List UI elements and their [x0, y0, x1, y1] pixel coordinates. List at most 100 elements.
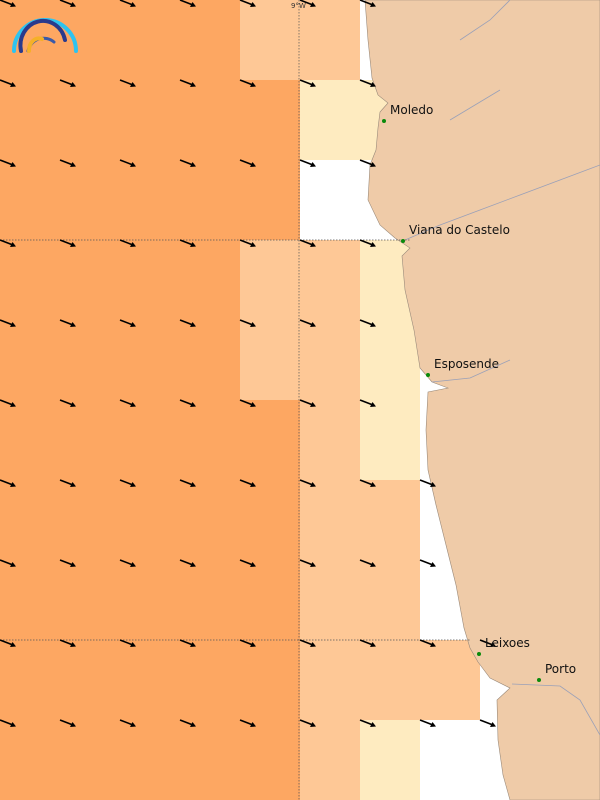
wind-arrow [479, 719, 496, 727]
value-cell [300, 160, 360, 240]
city-dot [477, 652, 481, 656]
wind-arrow [119, 639, 136, 647]
wind-arrow [179, 239, 196, 247]
value-cell [120, 0, 180, 80]
wind-arrow [299, 479, 316, 487]
value-cell [180, 320, 240, 400]
value-cell [60, 560, 120, 640]
wind-arrow [119, 239, 136, 247]
wind-arrow [359, 559, 376, 567]
city-esposende: Esposende [426, 357, 499, 377]
wind-arrow [0, 639, 16, 647]
city-label: Viana do Castelo [409, 223, 510, 237]
grid-lines [0, 0, 470, 800]
value-cell [360, 640, 420, 720]
value-cell [120, 560, 180, 640]
value-cell [240, 320, 300, 400]
value-cell [360, 560, 420, 640]
wind-arrow [299, 239, 316, 247]
value-cell [360, 480, 420, 560]
wind-arrow [59, 0, 76, 7]
wind-arrow [179, 0, 196, 7]
value-cell [0, 480, 60, 560]
wind-arrow [119, 479, 136, 487]
wind-arrow [59, 479, 76, 487]
value-cell [300, 80, 360, 160]
value-cell [240, 640, 300, 720]
wind-arrow [0, 399, 16, 407]
wind-arrow [179, 559, 196, 567]
wind-arrow [59, 319, 76, 327]
wind-arrow [239, 159, 256, 167]
value-cell [300, 560, 360, 640]
value-cell [0, 240, 60, 320]
value-cell [240, 400, 300, 480]
wind-arrow [359, 79, 376, 87]
wind-arrows [0, 0, 496, 727]
value-cell [180, 0, 240, 80]
value-cell [60, 480, 120, 560]
value-cell [420, 640, 480, 720]
value-cell [300, 0, 360, 80]
value-cell [300, 320, 360, 400]
value-cell [180, 160, 240, 240]
wind-arrow [239, 479, 256, 487]
value-cell [120, 320, 180, 400]
wind-arrow [299, 719, 316, 727]
value-cell [60, 0, 120, 80]
wind-arrow [419, 479, 436, 487]
value-cell [60, 720, 120, 800]
value-cell [0, 720, 60, 800]
wind-arrow [59, 639, 76, 647]
city-label: Moledo [390, 103, 433, 117]
wind-arrow [299, 319, 316, 327]
wind-arrow [359, 0, 376, 7]
value-cell [360, 720, 420, 800]
wind-arrow [359, 399, 376, 407]
wind-arrow [359, 159, 376, 167]
value-cell [360, 320, 420, 400]
value-cell [240, 0, 300, 80]
value-cell [60, 80, 120, 160]
wind-arrow [179, 159, 196, 167]
longitude-label: 9°W [291, 2, 306, 10]
wind-arrow [179, 719, 196, 727]
wind-arrow [299, 559, 316, 567]
value-cell [180, 480, 240, 560]
city-label: Esposende [434, 357, 499, 371]
value-cell [120, 80, 180, 160]
city-leixoes: Leixoes [477, 636, 530, 656]
city-dot [401, 239, 405, 243]
wind-arrow [59, 159, 76, 167]
city-moledo: Moledo [382, 103, 433, 123]
value-cell [420, 720, 480, 800]
wind-arrow [359, 239, 376, 247]
value-cell [120, 480, 180, 560]
wind-arrow [419, 719, 436, 727]
wind-arrow [119, 559, 136, 567]
value-cell [360, 400, 420, 480]
wind-arrow [299, 639, 316, 647]
value-cell [180, 560, 240, 640]
wind-arrow [0, 559, 16, 567]
wind-arrow [0, 79, 16, 87]
wind-arrow [179, 399, 196, 407]
value-cell [180, 720, 240, 800]
wind-arrow [119, 719, 136, 727]
wind-arrow [239, 239, 256, 247]
wind-arrow [239, 0, 256, 7]
city-label: Leixoes [485, 636, 530, 650]
wind-arrow [239, 559, 256, 567]
value-cell [180, 80, 240, 160]
value-cell [300, 640, 360, 720]
wind-arrow [119, 0, 136, 7]
wind-arrow [0, 239, 16, 247]
wind-arrow [299, 159, 316, 167]
value-cell [180, 400, 240, 480]
city-dot [537, 678, 541, 682]
wind-arrow [299, 0, 316, 7]
value-cell [300, 240, 360, 320]
value-cell [240, 240, 300, 320]
value-cell [120, 400, 180, 480]
